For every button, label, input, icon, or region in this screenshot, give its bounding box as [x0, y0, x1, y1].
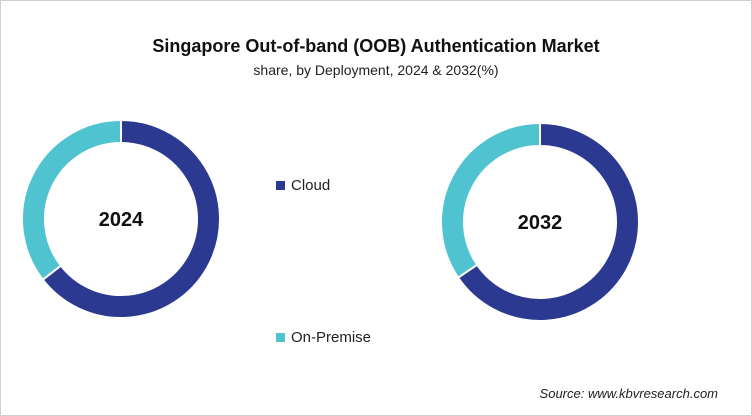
- source-note: Source: www.kbvresearch.com: [539, 386, 718, 401]
- legend-item-on-premise: On-Premise: [276, 329, 371, 346]
- legend-swatch-on-premise: [276, 333, 285, 342]
- legend-item-cloud: Cloud: [276, 177, 330, 194]
- legend-label-cloud: Cloud: [291, 177, 331, 194]
- chart-title: Singapore Out-of-band (OOB) Authenticati…: [152, 36, 600, 56]
- donut-label-2024: 2024: [99, 209, 144, 231]
- slice-2032-cloud: [456, 121, 640, 322]
- slice-2032-on-premise: [440, 121, 541, 280]
- slice-2024-on-premise: [21, 118, 122, 282]
- legend-swatch-cloud: [276, 181, 285, 190]
- slice-2024-cloud: [41, 118, 221, 319]
- legend-label-on-premise: On-Premise: [291, 329, 372, 346]
- chart-subtitle: share, by Deployment, 2024 & 2032(%): [253, 62, 499, 78]
- donut-label-2032: 2032: [518, 212, 563, 234]
